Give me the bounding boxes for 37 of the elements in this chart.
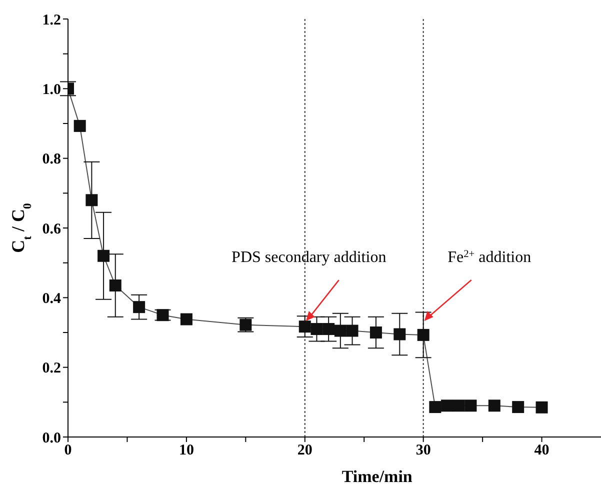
point xyxy=(394,328,406,340)
y-tick-label: 1.0 xyxy=(42,82,61,98)
x-tick-label: 20 xyxy=(297,442,312,459)
point xyxy=(536,401,548,414)
point xyxy=(370,326,382,338)
point xyxy=(98,250,110,262)
y-tick-label: 0.6 xyxy=(42,221,62,238)
point xyxy=(488,400,500,412)
point xyxy=(133,301,146,314)
y-tick-label: 0.0 xyxy=(42,430,61,446)
point xyxy=(417,328,430,341)
point xyxy=(86,194,98,206)
annotation: PDS secondary addition xyxy=(232,249,386,266)
point xyxy=(512,401,524,414)
x-tick-label: 0 xyxy=(64,442,72,459)
y-tick-label: 0.8 xyxy=(42,152,61,168)
annotation: Fe$^{2+}$ addition xyxy=(448,248,532,266)
point xyxy=(180,313,192,326)
point xyxy=(156,309,169,322)
point xyxy=(298,320,311,333)
y-tick-label: 0.2 xyxy=(42,360,61,377)
point xyxy=(109,279,122,292)
point xyxy=(322,323,335,336)
point xyxy=(346,324,358,337)
point xyxy=(310,323,323,336)
y-tick-label: 1.2 xyxy=(42,12,61,28)
x-tick-label: 40 xyxy=(534,442,550,459)
x-tick-label: 30 xyxy=(416,442,431,459)
point xyxy=(452,400,465,412)
y-tick-label: 0.4 xyxy=(42,290,62,307)
point xyxy=(334,324,346,337)
point xyxy=(441,400,454,412)
x-axis-title: Time/min xyxy=(342,467,413,486)
point xyxy=(74,120,86,132)
x-tick-label: 10 xyxy=(178,442,194,459)
point xyxy=(429,401,442,414)
point xyxy=(464,400,477,412)
